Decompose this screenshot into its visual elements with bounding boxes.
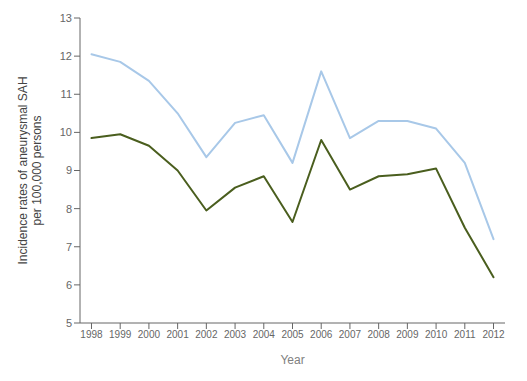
svg-text:9: 9 bbox=[66, 164, 72, 176]
svg-text:2005: 2005 bbox=[281, 329, 304, 340]
svg-text:2006: 2006 bbox=[310, 329, 333, 340]
svg-text:13: 13 bbox=[60, 12, 72, 24]
svg-text:Year: Year bbox=[280, 353, 304, 367]
svg-text:1998: 1998 bbox=[80, 329, 103, 340]
svg-text:8: 8 bbox=[66, 203, 72, 215]
svg-text:2011: 2011 bbox=[454, 329, 476, 340]
svg-text:2009: 2009 bbox=[396, 329, 419, 340]
svg-text:6: 6 bbox=[66, 279, 72, 291]
svg-text:2010: 2010 bbox=[425, 329, 448, 340]
svg-text:2003: 2003 bbox=[224, 329, 247, 340]
svg-text:2000: 2000 bbox=[138, 329, 161, 340]
svg-text:2002: 2002 bbox=[195, 329, 218, 340]
svg-text:12: 12 bbox=[60, 50, 72, 62]
svg-text:Incidence rates of aneurysmal: Incidence rates of aneurysmal SAHper 100… bbox=[16, 76, 44, 264]
svg-text:2001: 2001 bbox=[167, 329, 190, 340]
svg-text:2008: 2008 bbox=[368, 329, 391, 340]
svg-text:2007: 2007 bbox=[339, 329, 362, 340]
svg-text:7: 7 bbox=[66, 241, 72, 253]
svg-text:11: 11 bbox=[61, 88, 72, 100]
svg-text:2012: 2012 bbox=[482, 329, 505, 340]
svg-text:1999: 1999 bbox=[109, 329, 132, 340]
svg-text:10: 10 bbox=[60, 126, 72, 138]
svg-text:5: 5 bbox=[66, 317, 72, 329]
svg-text:2004: 2004 bbox=[253, 329, 276, 340]
